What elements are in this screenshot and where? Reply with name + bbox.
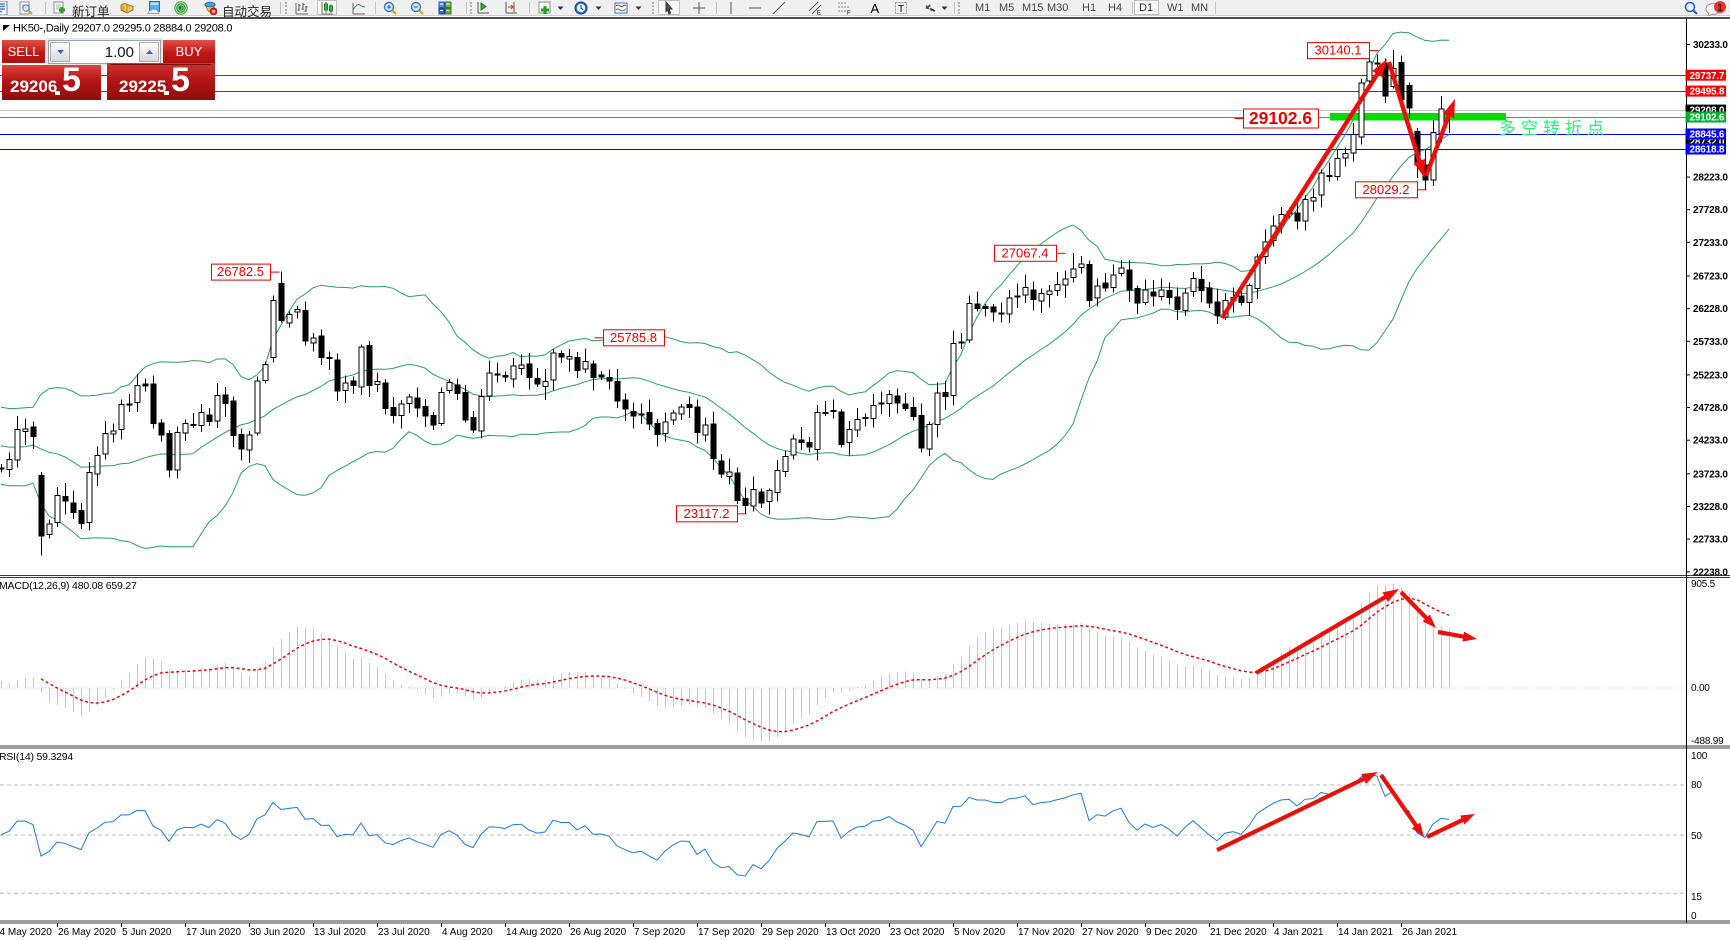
- svg-text:4 Aug 2020: 4 Aug 2020: [442, 927, 493, 938]
- svg-text:25733.0: 25733.0: [1693, 337, 1728, 348]
- svg-text:27728.0: 27728.0: [1693, 205, 1728, 216]
- svg-text:14 May 2020: 14 May 2020: [0, 927, 52, 938]
- svg-text:28845.6: 28845.6: [1690, 130, 1725, 141]
- svg-text:23 Jul 2020: 23 Jul 2020: [378, 927, 430, 938]
- svg-text:14 Jan 2021: 14 Jan 2021: [1338, 927, 1393, 938]
- svg-text:28029.2: 28029.2: [1363, 182, 1410, 197]
- svg-text:24728.0: 24728.0: [1693, 403, 1728, 414]
- svg-text:905.5: 905.5: [1691, 579, 1716, 590]
- svg-text:28732.0: 28732.0: [1690, 137, 1725, 148]
- svg-text:30 Jun 2020: 30 Jun 2020: [250, 927, 305, 938]
- svg-text:26723.0: 26723.0: [1693, 272, 1728, 283]
- svg-text:30233.0: 30233.0: [1693, 40, 1728, 51]
- svg-text:0.00: 0.00: [1691, 683, 1710, 694]
- svg-text:29737.7: 29737.7: [1690, 71, 1725, 82]
- svg-text:30140.1: 30140.1: [1315, 43, 1362, 58]
- svg-text:14 Aug 2020: 14 Aug 2020: [506, 927, 563, 938]
- svg-text:27067.4: 27067.4: [1002, 245, 1049, 260]
- svg-text:50: 50: [1691, 831, 1702, 842]
- svg-text:26 May 2020: 26 May 2020: [58, 927, 116, 938]
- svg-text:27 Nov 2020: 27 Nov 2020: [1082, 927, 1139, 938]
- svg-text:25223.0: 25223.0: [1693, 370, 1728, 381]
- svg-text:100: 100: [1691, 751, 1708, 762]
- svg-text:1: 1: [1717, 3, 1723, 14]
- svg-text:80: 80: [1691, 780, 1702, 791]
- svg-text:5 Jun 2020: 5 Jun 2020: [122, 927, 172, 938]
- svg-text:21 Dec 2020: 21 Dec 2020: [1210, 927, 1267, 938]
- svg-text:28618.8: 28618.8: [1690, 145, 1725, 156]
- svg-text:23 Oct 2020: 23 Oct 2020: [890, 927, 945, 938]
- svg-text:23723.0: 23723.0: [1693, 469, 1728, 480]
- svg-text:26 Jan 2021: 26 Jan 2021: [1402, 927, 1457, 938]
- svg-text:25785.8: 25785.8: [610, 330, 657, 345]
- svg-text:7 Sep 2020: 7 Sep 2020: [634, 927, 686, 938]
- svg-text:29102.6: 29102.6: [1690, 113, 1725, 124]
- svg-text:HK50-,Daily 29207.0 29295.0 2: HK50-,Daily 29207.0 29295.0 28884.0 2920…: [13, 23, 232, 35]
- svg-text:29 Sep 2020: 29 Sep 2020: [762, 927, 819, 938]
- svg-text:-488.99: -488.99: [1691, 736, 1724, 747]
- svg-text:29495.8: 29495.8: [1690, 87, 1725, 98]
- svg-text:17 Sep 2020: 17 Sep 2020: [698, 927, 755, 938]
- svg-text:26782.5: 26782.5: [217, 264, 264, 279]
- svg-text:28223.0: 28223.0: [1693, 173, 1728, 184]
- svg-text:多空转折点: 多空转折点: [1499, 119, 1609, 138]
- svg-text:4 Jan 2021: 4 Jan 2021: [1274, 927, 1324, 938]
- svg-text:9 Dec 2020: 9 Dec 2020: [1146, 927, 1198, 938]
- svg-text:0: 0: [1691, 911, 1697, 922]
- svg-text:23228.0: 23228.0: [1693, 502, 1728, 513]
- svg-text:23117.2: 23117.2: [683, 506, 729, 521]
- svg-text:15: 15: [1691, 892, 1702, 903]
- svg-text:13 Oct 2020: 13 Oct 2020: [826, 927, 881, 938]
- svg-text:5 Nov 2020: 5 Nov 2020: [954, 927, 1006, 938]
- svg-text:29208.0: 29208.0: [1690, 106, 1725, 117]
- svg-text:E: E: [817, 11, 821, 16]
- svg-text:RSI(14) 59.3294: RSI(14) 59.3294: [0, 751, 73, 763]
- svg-text:A: A: [871, 1, 880, 15]
- svg-text:17 Nov 2020: 17 Nov 2020: [1018, 927, 1075, 938]
- svg-text:T: T: [898, 4, 904, 15]
- svg-text:26228.0: 26228.0: [1693, 304, 1728, 315]
- svg-text:24233.0: 24233.0: [1693, 436, 1728, 447]
- svg-text:22238.0: 22238.0: [1693, 567, 1728, 578]
- svg-text:22733.0: 22733.0: [1693, 535, 1728, 546]
- svg-text:MACD(12,26,9) 480.08 659.27: MACD(12,26,9) 480.08 659.27: [0, 580, 137, 592]
- svg-text:26 Aug 2020: 26 Aug 2020: [570, 927, 627, 938]
- svg-text:27233.0: 27233.0: [1693, 238, 1728, 249]
- svg-text:13 Jul 2020: 13 Jul 2020: [314, 927, 366, 938]
- svg-text:F: F: [847, 11, 851, 16]
- svg-text:17 Jun 2020: 17 Jun 2020: [186, 927, 241, 938]
- svg-text:29102.6: 29102.6: [1249, 108, 1313, 128]
